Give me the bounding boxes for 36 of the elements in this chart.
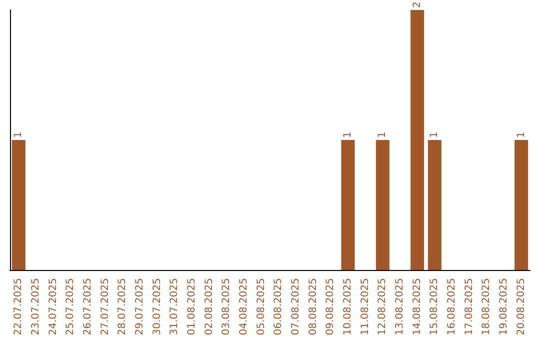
- x-tick-label: 17.08.2025: [464, 278, 475, 336]
- x-tick-label: 29.07.2025: [134, 278, 146, 336]
- x-tick-label: 25.07.2025: [65, 278, 76, 336]
- x-tick-label: 07.08.2025: [290, 278, 302, 336]
- x-tick-label: 08.08.2025: [308, 278, 319, 336]
- x-tick-label: 02.08.2025: [204, 278, 215, 336]
- x-tick-label: 01.08.2025: [186, 278, 198, 336]
- x-tick-label: 19.08.2025: [498, 278, 510, 336]
- x-tick-label: 30.07.2025: [152, 278, 163, 336]
- x-tick-label: 16.08.2025: [446, 278, 458, 336]
- x-tick-label: 06.08.2025: [273, 278, 284, 336]
- x-tick-label: 14.08.2025: [412, 278, 423, 336]
- x-tick-label: 23.07.2025: [30, 278, 42, 336]
- data-label: 1: [429, 132, 440, 138]
- x-tick-label: 13.08.2025: [394, 278, 406, 336]
- x-tick-label: 28.07.2025: [117, 278, 128, 336]
- data-label: 1: [516, 132, 527, 138]
- x-tick-label: 27.07.2025: [100, 278, 111, 336]
- x-tick-label: 03.08.2025: [221, 278, 232, 336]
- data-label: 1: [13, 132, 24, 138]
- x-tick-label: 31.07.2025: [169, 278, 180, 336]
- x-tick-label: 10.08.2025: [342, 278, 354, 336]
- x-tick-label: 09.08.2025: [325, 278, 336, 336]
- x-tick-label: 04.08.2025: [238, 278, 250, 336]
- data-label: 1: [342, 132, 354, 138]
- x-tick-label: 15.08.2025: [429, 278, 440, 336]
- x-tick-label: 18.08.2025: [481, 278, 492, 336]
- x-tick-label: 26.07.2025: [82, 278, 94, 336]
- x-tick-label: 20.08.2025: [516, 278, 527, 336]
- data-label: 2: [412, 2, 423, 8]
- x-tick-label: 12.08.2025: [377, 278, 388, 336]
- x-tick-label: 24.07.2025: [48, 278, 59, 336]
- x-tick-label: 11.08.2025: [360, 278, 371, 336]
- x-tick-label: 22.07.2025: [13, 278, 24, 336]
- x-tick-label: 05.08.2025: [256, 278, 267, 336]
- data-label: 1: [377, 132, 388, 138]
